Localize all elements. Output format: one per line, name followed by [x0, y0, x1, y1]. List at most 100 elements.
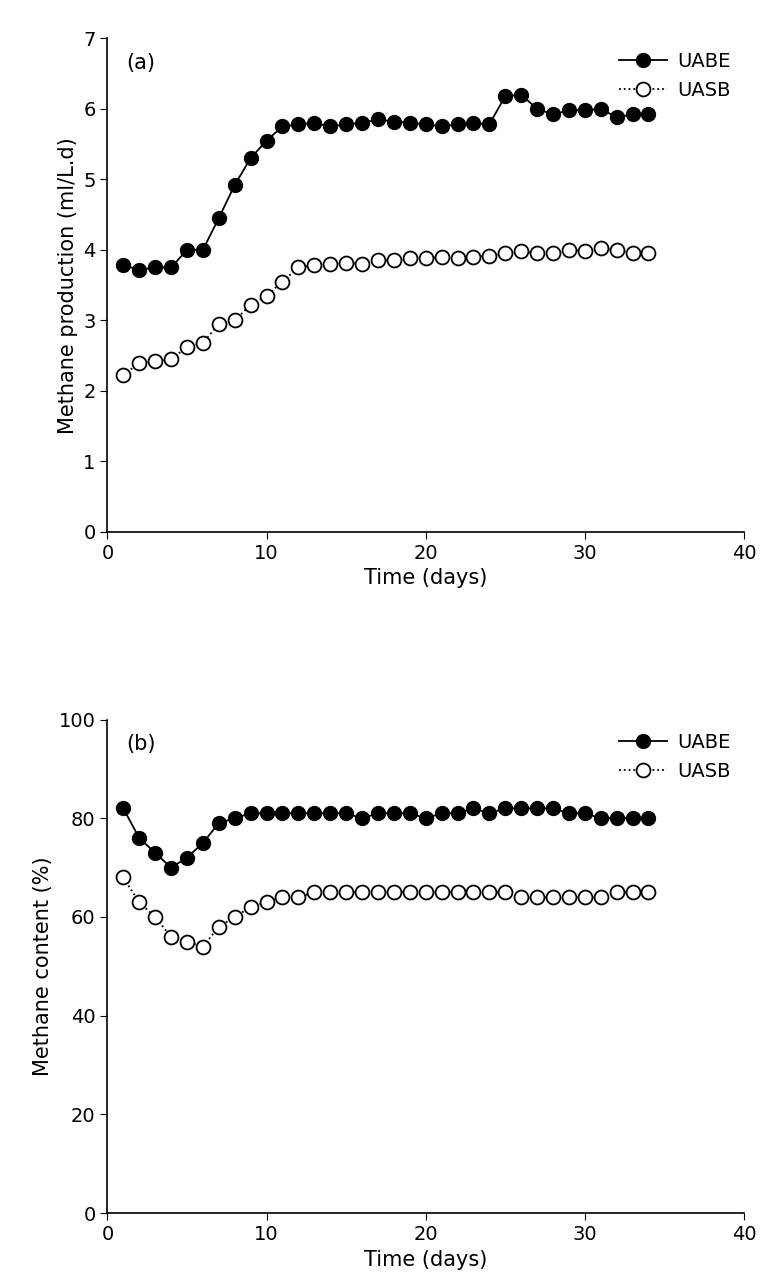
- Line: UABE: UABE: [117, 88, 656, 277]
- UABE: [437, 806, 446, 821]
- UABE: [580, 102, 589, 117]
- UABE: [596, 811, 605, 826]
- UABE: [183, 243, 192, 258]
- UABE: [198, 243, 207, 258]
- UABE: [644, 107, 653, 123]
- UASB: [453, 250, 462, 266]
- UABE: [612, 811, 621, 826]
- UABE: [532, 101, 542, 116]
- UASB: [469, 249, 478, 264]
- Text: (b): (b): [127, 734, 156, 755]
- UASB: [612, 243, 621, 258]
- UASB: [294, 259, 303, 275]
- UABE: [310, 115, 319, 130]
- UABE: [278, 119, 287, 134]
- UASB: [405, 885, 414, 900]
- UASB: [501, 245, 510, 261]
- UASB: [262, 894, 272, 909]
- UABE: [517, 801, 526, 816]
- UASB: [421, 885, 430, 900]
- UASB: [374, 253, 383, 268]
- UABE: [517, 87, 526, 102]
- Legend: UABE, UASB: UABE, UASB: [614, 49, 734, 103]
- UABE: [596, 101, 605, 116]
- UABE: [390, 806, 399, 821]
- UASB: [437, 885, 446, 900]
- UABE: [294, 116, 303, 132]
- UABE: [485, 806, 494, 821]
- Line: UASB: UASB: [117, 871, 656, 954]
- UABE: [548, 801, 558, 816]
- UABE: [262, 806, 272, 821]
- UABE: [565, 806, 574, 821]
- UASB: [469, 885, 478, 900]
- UASB: [501, 885, 510, 900]
- UASB: [437, 249, 446, 264]
- UABE: [628, 107, 637, 123]
- UABE: [501, 801, 510, 816]
- UASB: [532, 245, 542, 261]
- UASB: [517, 244, 526, 259]
- UABE: [390, 114, 399, 129]
- UABE: [374, 112, 383, 128]
- UABE: [644, 811, 653, 826]
- UASB: [198, 939, 207, 954]
- UASB: [214, 919, 223, 935]
- UABE: [501, 88, 510, 103]
- UASB: [326, 885, 335, 900]
- UASB: [532, 890, 542, 905]
- UASB: [485, 248, 494, 263]
- UASB: [596, 241, 605, 257]
- UABE: [469, 115, 478, 130]
- UASB: [230, 909, 239, 925]
- UABE: [485, 116, 494, 132]
- UABE: [326, 806, 335, 821]
- UABE: [374, 806, 383, 821]
- UASB: [405, 250, 414, 266]
- Text: (a): (a): [127, 54, 156, 73]
- UABE: [246, 806, 255, 821]
- UASB: [565, 890, 574, 905]
- UABE: [628, 811, 637, 826]
- UABE: [150, 259, 160, 275]
- UABE: [548, 107, 558, 123]
- UABE: [135, 262, 144, 277]
- UABE: [421, 116, 430, 132]
- UASB: [548, 890, 558, 905]
- UABE: [119, 258, 128, 273]
- UABE: [341, 116, 351, 132]
- UASB: [183, 933, 192, 949]
- UASB: [310, 885, 319, 900]
- UABE: [532, 801, 542, 816]
- UASB: [644, 885, 653, 900]
- Y-axis label: Methane content (%): Methane content (%): [33, 857, 53, 1077]
- UABE: [612, 110, 621, 125]
- UABE: [278, 806, 287, 821]
- UABE: [565, 102, 574, 117]
- UABE: [166, 859, 176, 875]
- UABE: [469, 801, 478, 816]
- UASB: [565, 243, 574, 258]
- UABE: [135, 830, 144, 845]
- UABE: [421, 811, 430, 826]
- UASB: [246, 298, 255, 313]
- UASB: [517, 890, 526, 905]
- Line: UABE: UABE: [117, 802, 656, 875]
- UASB: [421, 250, 430, 266]
- UABE: [119, 801, 128, 816]
- UABE: [453, 116, 462, 132]
- UASB: [166, 351, 176, 366]
- UASB: [246, 899, 255, 914]
- UASB: [230, 313, 239, 328]
- UABE: [262, 133, 272, 148]
- UASB: [262, 289, 272, 304]
- UASB: [326, 257, 335, 272]
- UASB: [357, 885, 367, 900]
- UABE: [357, 115, 367, 130]
- UABE: [246, 151, 255, 166]
- UABE: [326, 119, 335, 134]
- UASB: [580, 244, 589, 259]
- UABE: [580, 806, 589, 821]
- X-axis label: Time (days): Time (days): [364, 1249, 487, 1269]
- Legend: UABE, UASB: UABE, UASB: [614, 729, 734, 785]
